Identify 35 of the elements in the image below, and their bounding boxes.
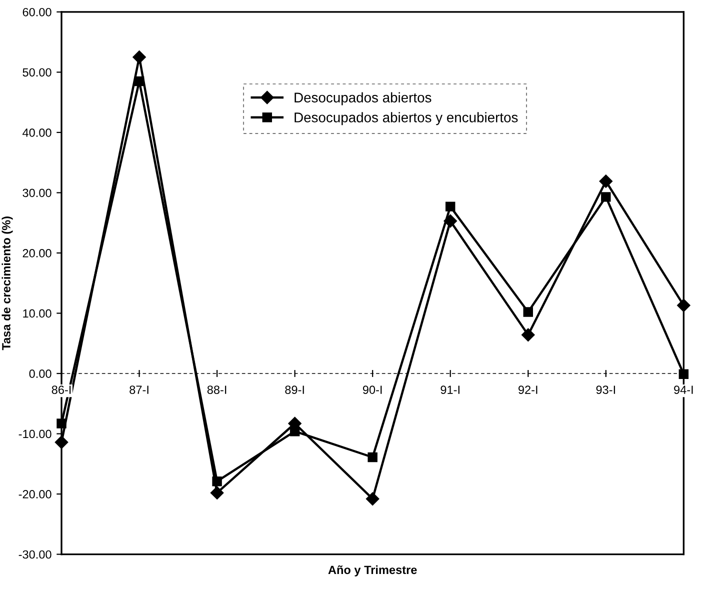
point (522, 328, 535, 342)
y-tick-label: 30.00 (22, 188, 52, 198)
point (523, 307, 533, 317)
y-tick-label: 40.00 (22, 128, 52, 137)
y-tick-label: -10.00 (18, 430, 52, 438)
x-tick-label: 88-I (207, 386, 226, 394)
point (290, 426, 300, 436)
legend-label: Desocupados abiertos (294, 92, 432, 106)
point (132, 50, 146, 64)
y-tick-label: -30.00 (18, 550, 52, 559)
point (134, 76, 144, 86)
x-tick-label: 92-I (518, 386, 538, 394)
y-tick-label: 20.00 (22, 249, 52, 258)
x-tick-label: 89-I (285, 386, 304, 394)
x-tick-label: 86-I (52, 386, 71, 394)
y-tick-label: 50.00 (22, 68, 52, 77)
legend-label: Desocupados abiertos y encubiertos (294, 112, 518, 126)
point (210, 486, 224, 500)
x-tick-label: 94-I (674, 386, 693, 394)
point (366, 492, 380, 506)
x-tick-label: 90-I (362, 386, 382, 394)
point (445, 202, 456, 212)
point (368, 452, 378, 462)
y-tick-label: -20.00 (18, 490, 52, 498)
point (599, 174, 612, 188)
x-tick-label: 93-I (596, 386, 615, 394)
y-tick-label: 0.00 (29, 370, 52, 378)
x-axis-title: Año y Trimestre (328, 565, 417, 576)
y-axis-title: Tasa de crecimiento (%) (2, 216, 13, 350)
x-tick-label: 91-I (440, 386, 460, 394)
x-tick-label: 87-I (130, 386, 148, 394)
y-tick-label: 60.00 (22, 8, 52, 16)
point (212, 476, 222, 486)
y-tick-label: 10.00 (23, 309, 52, 318)
point (601, 192, 611, 202)
